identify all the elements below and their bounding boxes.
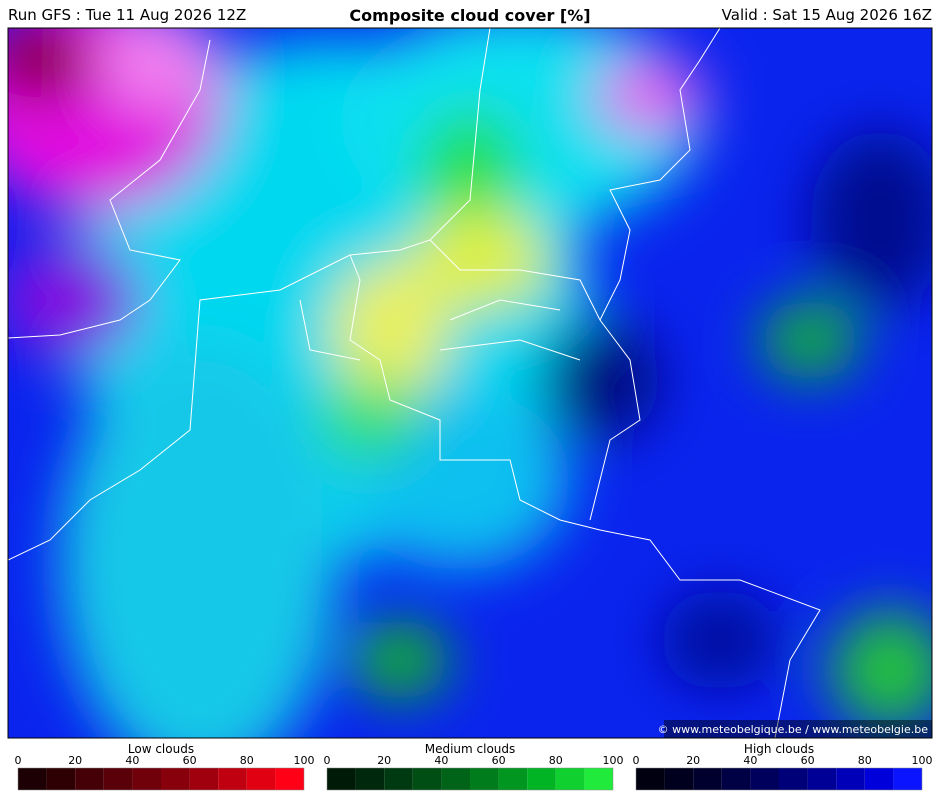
credit-bg [664,720,932,738]
legend-swatch [18,768,47,790]
legend-tick-label: 40 [125,754,139,767]
legend-tick-label: 80 [549,754,563,767]
valid-label: Valid : Sat 15 Aug 2026 16Z [722,6,932,24]
map-frame [7,27,933,739]
legend-swatch [664,768,694,790]
legend-swatch [75,768,104,790]
legend-swatch [161,768,190,790]
cloud-field [8,28,932,738]
legend-swatch [693,768,722,790]
legend-swatch [327,768,356,790]
legend-swatch [412,768,442,790]
legend-swatch [246,768,276,790]
legend-tick-label: 80 [858,754,872,767]
legend-swatch [103,768,133,790]
legend-swatch [189,768,219,790]
legend-tick-label: 0 [324,754,331,767]
legend-tick-label: 100 [912,754,933,767]
legend-swatch [498,768,528,790]
run-label: Run GFS : Tue 11 Aug 2026 12Z [8,6,246,24]
legend-tick-label: 60 [492,754,506,767]
legend-tick-label: 100 [603,754,624,767]
legend-swatch [584,768,613,790]
legend-swatch [836,768,865,790]
legend-frame [635,767,923,791]
legend-tick-label: 0 [15,754,22,767]
legend-swatch [555,768,585,790]
legend-swatch [636,768,665,790]
legend-swatch [384,768,413,790]
map-title: Composite cloud cover [%] [349,6,590,25]
legend-swatch [721,768,751,790]
legend-tick-label: 60 [183,754,197,767]
legend-swatch [275,768,304,790]
legend-swatch [807,768,837,790]
legend-swatch [132,768,161,790]
borders [8,28,821,738]
legend-swatch [893,768,922,790]
legend-swatch [864,768,894,790]
legend-swatch [750,768,779,790]
legend-title: Low clouds [128,742,194,756]
legend-swatch [470,768,499,790]
legend-tick-label: 20 [377,754,391,767]
legend-tick-label: 40 [743,754,757,767]
legend-tick-label: 60 [801,754,815,767]
legend-tick-label: 20 [686,754,700,767]
legend-swatch [46,768,76,790]
legend-tick-label: 0 [633,754,640,767]
credit: © www.meteobelgique.be / www.meteobelgie… [658,723,929,736]
legend-tick-label: 20 [68,754,82,767]
legend-title: High clouds [744,742,814,756]
legend-swatch [527,768,556,790]
legend-tick-label: 80 [240,754,254,767]
legend-swatch [441,768,470,790]
legend-swatch [355,768,385,790]
legend-tick-label: 40 [434,754,448,767]
legend-swatch [779,768,808,790]
legend-frame [17,767,305,791]
legend-tick-label: 100 [294,754,315,767]
legend-title: Medium clouds [425,742,516,756]
legend-frame [326,767,614,791]
legend-swatch [218,768,247,790]
